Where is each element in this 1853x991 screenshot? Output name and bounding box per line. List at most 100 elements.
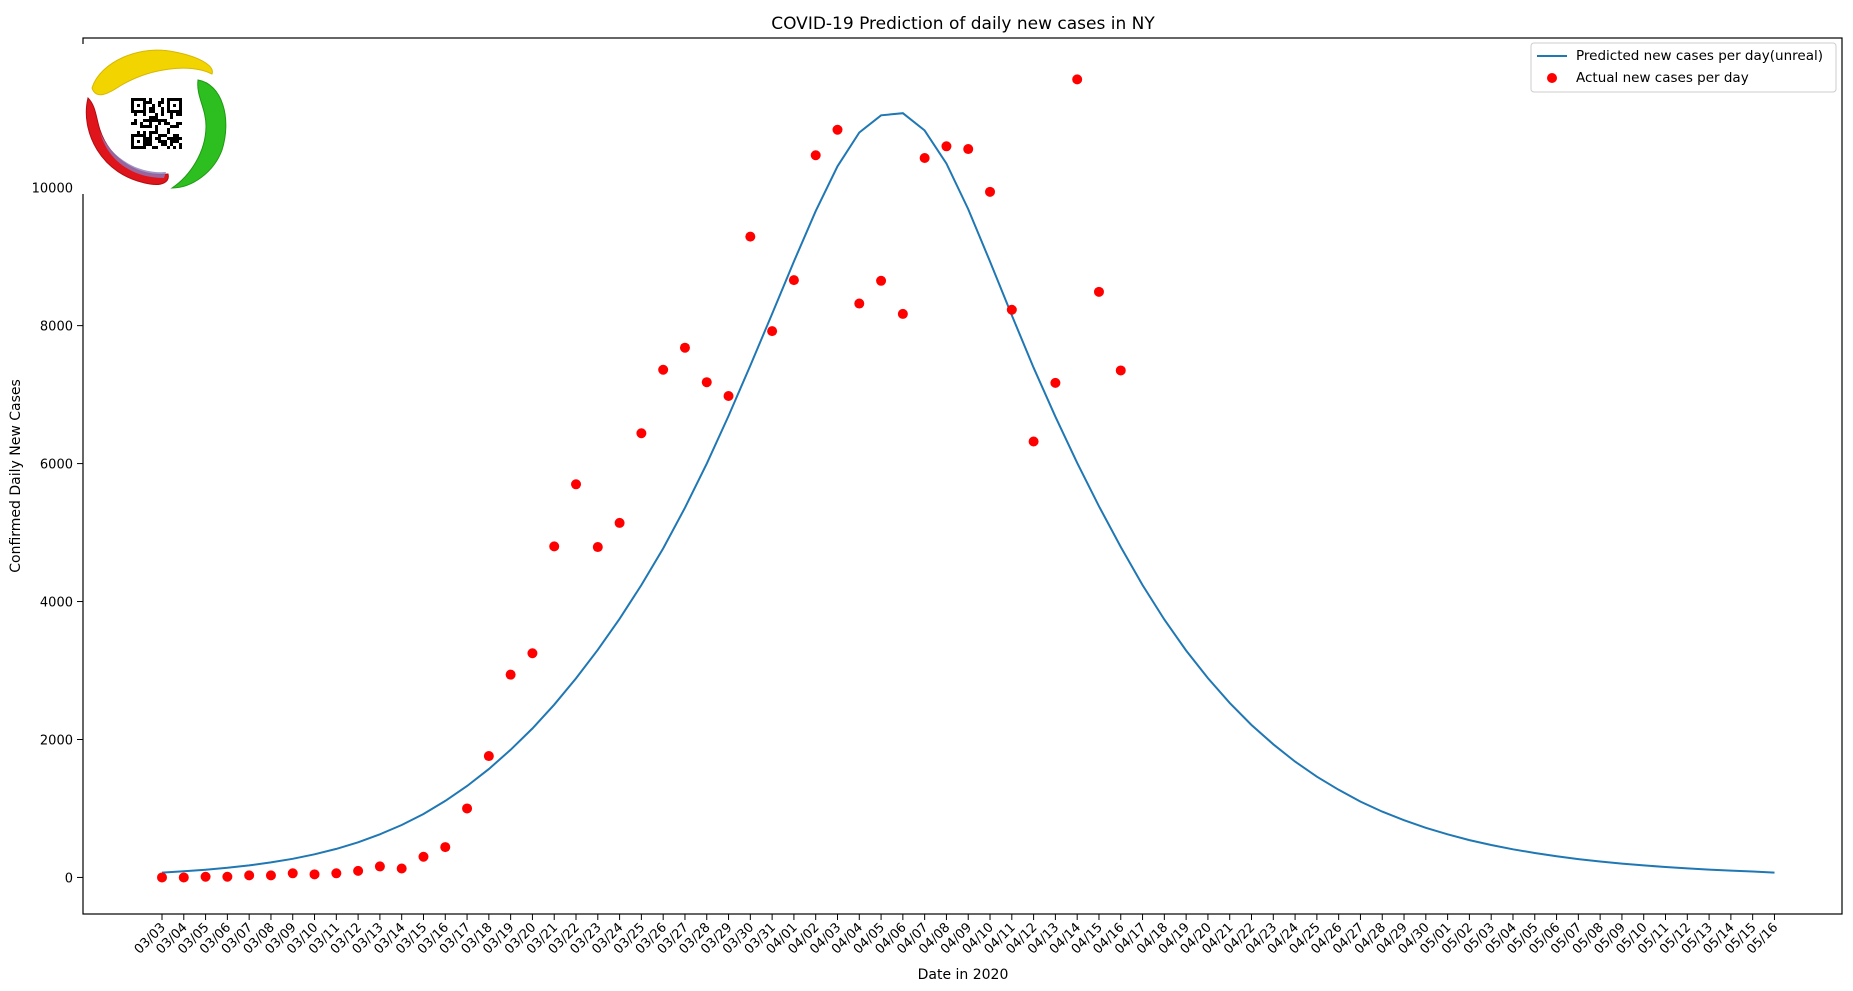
qr-module: [179, 110, 182, 113]
qr-module: [137, 134, 140, 137]
data-point: [222, 871, 233, 882]
legend-box: [1530, 42, 1837, 93]
chart-title: COVID-19 Prediction of daily new cases i…: [771, 14, 1155, 34]
qr-module: [149, 143, 152, 146]
qr-module: [170, 98, 173, 101]
y-tick-label: 4000: [40, 596, 73, 611]
qr-module: [161, 107, 164, 110]
plot-area-frame: [82, 37, 1843, 915]
qr-module: [158, 122, 161, 125]
legend: Predicted new cases per day(unreal) Actu…: [1530, 42, 1837, 93]
qr-module: [173, 125, 176, 128]
legend-label-actual: Actual new cases per day: [1576, 70, 1749, 86]
data-point: [549, 541, 560, 552]
data-point: [832, 124, 843, 135]
qr-module: [155, 113, 158, 116]
data-point: [157, 872, 167, 883]
qr-module: [158, 140, 161, 143]
qr-module: [173, 98, 176, 101]
qr-module: [170, 125, 173, 128]
qr-module: [170, 116, 173, 119]
qr-module: [155, 125, 158, 128]
qr-module: [140, 125, 143, 128]
qr-module: [179, 107, 182, 110]
qr-module: [134, 113, 137, 116]
data-point: [200, 871, 211, 882]
qr-module: [140, 110, 143, 113]
qr-module: [149, 131, 152, 134]
qr-module: [158, 104, 161, 107]
qr-module: [143, 101, 146, 104]
qr-module: [131, 134, 134, 137]
qr-module: [167, 137, 170, 140]
data-point: [178, 872, 189, 883]
qr-module: [131, 122, 134, 125]
qr-module: [176, 140, 179, 143]
qr-module: [161, 143, 164, 146]
qr-module: [149, 122, 152, 125]
data-point: [1028, 436, 1039, 447]
qr-module: [137, 110, 140, 113]
qr-module: [173, 146, 176, 149]
qr-module: [161, 110, 164, 113]
qr-module: [176, 110, 179, 113]
series-predicted-line: [161, 112, 1775, 874]
data-point: [1072, 74, 1083, 85]
qr-module: [140, 134, 143, 137]
qr-module: [143, 140, 146, 143]
qr-module: [167, 146, 170, 149]
data-point: [963, 144, 974, 155]
qr-module: [155, 116, 158, 119]
data-point: [701, 377, 712, 388]
qr-module: [143, 98, 146, 101]
data-point: [1050, 377, 1061, 388]
qr-code-icon: [131, 98, 182, 149]
data-point: [440, 842, 451, 853]
data-point: [374, 861, 385, 872]
qr-module: [131, 101, 134, 104]
qr-module: [137, 140, 140, 143]
logo-purple-accent: [100, 132, 166, 178]
qr-module: [134, 98, 137, 101]
qr-module: [146, 137, 149, 140]
qr-module: [137, 104, 140, 107]
qr-module: [155, 119, 158, 122]
qr-module: [152, 116, 155, 119]
data-point: [571, 479, 582, 490]
qr-module: [137, 98, 140, 101]
qr-module: [149, 134, 152, 137]
qr-module: [173, 137, 176, 140]
qr-module: [131, 146, 134, 149]
data-point: [462, 803, 473, 814]
qr-module: [164, 119, 167, 122]
y-tick-label: 0: [65, 871, 73, 886]
qr-module: [161, 140, 164, 143]
qr-module: [170, 143, 173, 146]
qr-module: [179, 146, 182, 149]
qr-module: [173, 134, 176, 137]
qr-module: [161, 98, 164, 101]
data-point: [745, 231, 756, 242]
data-point: [418, 851, 429, 862]
qr-module: [164, 122, 167, 125]
data-point: [985, 186, 996, 197]
qr-module: [179, 137, 182, 140]
qr-module: [140, 122, 143, 125]
data-point: [287, 868, 298, 879]
qr-module: [146, 143, 149, 146]
qr-module: [158, 101, 161, 104]
y-axis: 0 2000 4000 6000 8000 10000: [32, 182, 83, 886]
logo-green-swirl: [170, 79, 227, 189]
qr-module: [143, 137, 146, 140]
qr-module: [173, 140, 176, 143]
qr-module: [167, 128, 170, 131]
qr-module: [152, 104, 155, 107]
qr-module: [176, 134, 179, 137]
qr-module: [179, 101, 182, 104]
series-actual-points: [157, 74, 1126, 883]
legend-dot-marker: [1547, 73, 1557, 83]
x-axis-label: Date in 2020: [918, 967, 1009, 983]
y-tick-label: 8000: [40, 320, 73, 335]
qr-module: [143, 110, 146, 113]
